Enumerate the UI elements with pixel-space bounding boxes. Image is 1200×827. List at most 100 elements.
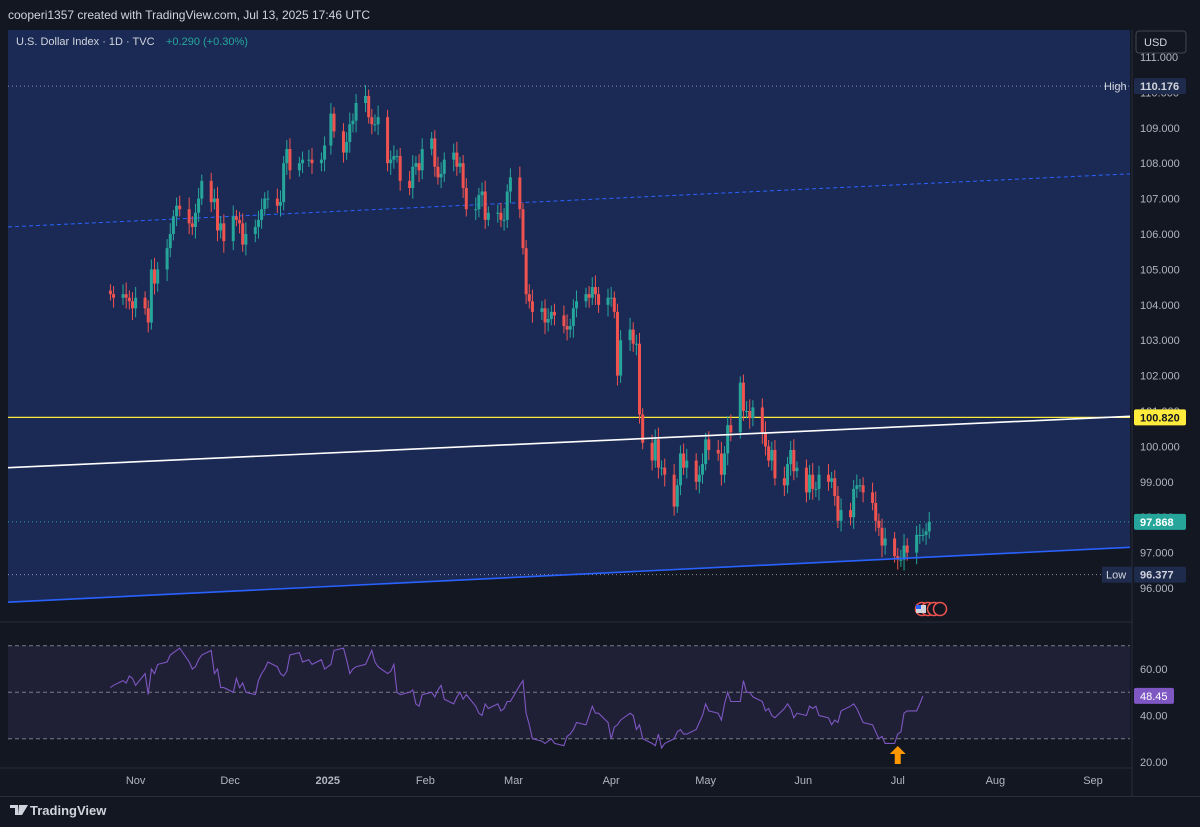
price-tick-label: 108.000 (1140, 158, 1180, 170)
candle (899, 559, 903, 561)
dxy-chart[interactable]: 111.000110.000109.000108.000107.000106.0… (0, 0, 1200, 796)
candle (222, 223, 226, 242)
candle (719, 453, 723, 475)
candle (782, 478, 786, 486)
candle (197, 198, 201, 213)
candle (175, 205, 179, 217)
candle (612, 297, 616, 312)
candle (549, 311, 553, 319)
candle (376, 117, 380, 125)
candle (430, 138, 434, 150)
candle (880, 527, 884, 546)
candle (877, 520, 881, 528)
candle (364, 95, 368, 104)
us-flag-canton (916, 605, 921, 609)
candle (345, 141, 349, 153)
candle (609, 297, 613, 299)
candle (452, 152, 456, 160)
candle (392, 156, 396, 160)
candle (153, 269, 157, 284)
candle (584, 294, 588, 302)
candle (565, 326, 569, 330)
candle (288, 149, 292, 171)
candle (219, 223, 223, 231)
candle (792, 449, 796, 472)
candle (902, 545, 906, 560)
time-tick-label: Aug (986, 775, 1006, 787)
candle (395, 156, 399, 158)
candle (789, 449, 793, 465)
candle (871, 492, 875, 504)
price-pane[interactable] (0, 30, 1200, 622)
candle (811, 474, 815, 489)
low-value-label-bg (1134, 566, 1186, 583)
candle (524, 248, 528, 295)
candle (455, 152, 459, 167)
candle (486, 212, 490, 220)
candle (568, 326, 572, 330)
candle (307, 159, 311, 161)
currency-button: USD (1144, 37, 1167, 49)
candle (682, 453, 686, 468)
candle (260, 209, 264, 220)
candle (190, 223, 194, 227)
time-tick-label: Dec (220, 775, 240, 787)
candle (751, 407, 755, 419)
candle (124, 294, 128, 298)
price-tick-label: 111.000 (1140, 52, 1178, 64)
candle (480, 191, 484, 196)
candle (874, 503, 878, 521)
candle (543, 308, 547, 323)
time-tick-label: Feb (416, 775, 435, 787)
candle (927, 521, 931, 532)
candle (540, 308, 544, 312)
rsi-line (110, 647, 924, 750)
candle (615, 311, 619, 376)
candle (156, 269, 160, 284)
candle (398, 156, 402, 181)
price-tick-label: 102.000 (1140, 371, 1180, 383)
rsi-tick-label: 20.00 (1140, 757, 1168, 769)
candle (861, 485, 865, 493)
candle (266, 198, 270, 200)
candle (483, 191, 487, 220)
time-tick-label: Nov (126, 775, 146, 787)
candle (694, 460, 698, 482)
attribution-text: cooperi1357 created with TradingView.com… (8, 8, 370, 22)
candle (310, 159, 314, 164)
candle (707, 439, 711, 450)
candle (458, 163, 462, 167)
price-tick-label: 103.000 (1140, 335, 1180, 347)
rsi-pane[interactable] (8, 645, 1130, 750)
candle (108, 290, 112, 295)
candle (244, 234, 248, 245)
candle (905, 545, 909, 553)
low-label-bg (1102, 566, 1132, 583)
price-tick-label: 109.000 (1140, 123, 1180, 135)
candle (263, 198, 267, 210)
candle (373, 124, 377, 126)
symbol-legend: U.S. Dollar Index · 1D · TVC (16, 36, 155, 48)
candle (745, 411, 749, 412)
candle (656, 439, 660, 468)
candle (178, 205, 182, 210)
candle (370, 117, 374, 125)
candle (278, 202, 282, 206)
candle (354, 103, 358, 121)
last-value-label-bg (1134, 513, 1186, 530)
candle (341, 131, 345, 153)
candle (915, 534, 919, 553)
candle (171, 216, 175, 234)
candle (332, 113, 336, 132)
level-value-label: 100.820 (1140, 412, 1180, 424)
price-tick-label: 107.000 (1140, 194, 1180, 206)
candle (165, 248, 169, 270)
high-value-label: 110.176 (1140, 81, 1179, 93)
candle (127, 297, 131, 302)
rsi-last-label: 48.45 (1140, 691, 1168, 703)
price-tick-label: 100.000 (1140, 441, 1180, 453)
candle (187, 209, 191, 224)
rsi-last-bg (1134, 687, 1174, 704)
change-legend: +0.290 (+0.30%) (166, 36, 248, 48)
candle (234, 216, 238, 220)
